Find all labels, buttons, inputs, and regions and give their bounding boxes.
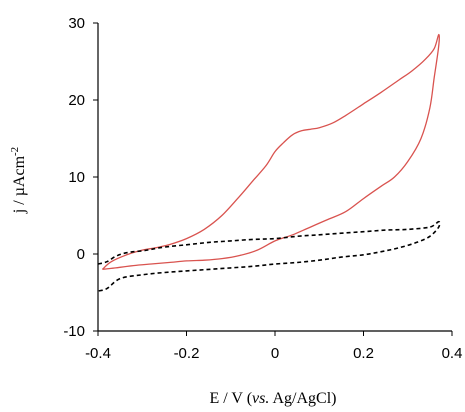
series-line-dashed (97, 220, 441, 292)
axes (97, 23, 452, 332)
x-tick-label: 0 (271, 345, 279, 362)
y-tick-label: 20 (68, 92, 85, 109)
x-tick-label: 0.2 (353, 345, 374, 362)
x-axis-title-prefix: E / V ( (210, 390, 253, 407)
x-axis-ticks: -0.4 -0.2 0 0.2 0.4 (85, 331, 462, 362)
x-axis-title: E / V (vs. Ag/AgCl) (210, 390, 337, 407)
y-axis-title: j / µAcm-2 (9, 147, 28, 214)
y-tick-label: 10 (68, 169, 85, 186)
y-tick-label: 30 (68, 15, 85, 32)
x-axis-title-italic: vs. (252, 390, 269, 407)
series-layer (97, 33, 441, 292)
x-axis-title-suffix: Ag/AgCl) (269, 390, 336, 407)
y-tick-label: -10 (63, 323, 85, 340)
y-tick-label: 0 (77, 246, 85, 263)
y-axis-title-main: j / µAcm (11, 155, 28, 214)
x-tick-label: -0.2 (174, 345, 200, 362)
x-tick-label: -0.4 (85, 345, 111, 362)
y-axis-title-superscript: -2 (9, 147, 21, 156)
y-axis-ticks: -10 0 10 20 30 (63, 15, 98, 340)
x-tick-label: 0.4 (442, 345, 463, 362)
series-line-solid (101, 33, 440, 271)
